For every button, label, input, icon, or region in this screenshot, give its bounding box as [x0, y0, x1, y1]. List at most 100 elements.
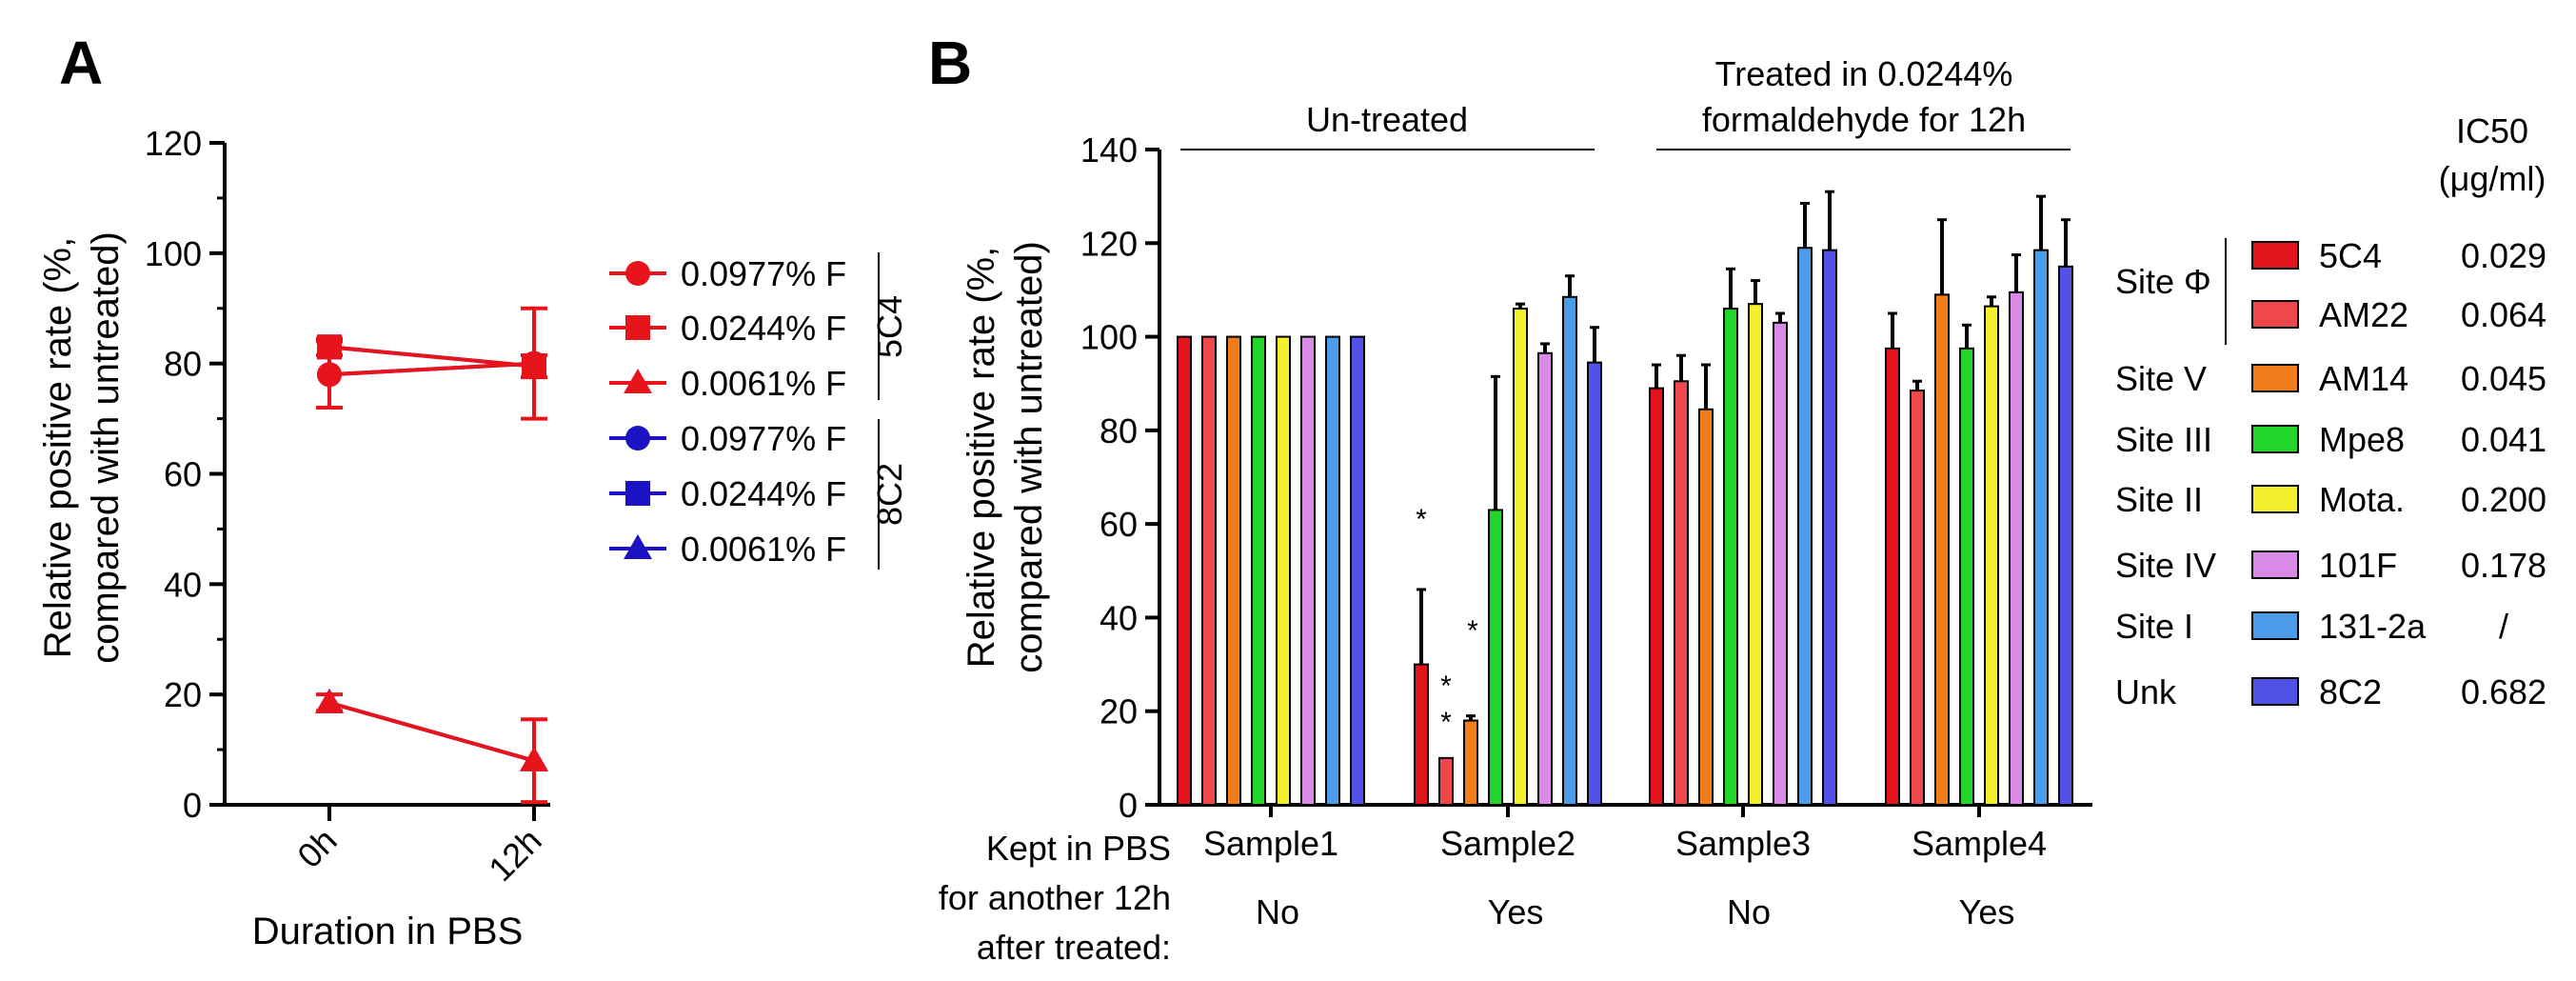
- legend-label-8c2-0-0977-f: 0.0977% F: [681, 419, 846, 458]
- panel-a-legend: 0.0977% F 0.0244% F 0.0061% F 0.0977% F 0.02…: [609, 252, 909, 570]
- y-tick-label-0: 0: [1119, 786, 1138, 825]
- legend-antibody-am14: AM14: [2319, 359, 2408, 398]
- panel-a-letter: A: [59, 29, 103, 97]
- bar-131-2a-sample2: [1562, 295, 1577, 806]
- legend-swatch-8c2: [2251, 677, 2299, 706]
- legend-marker-5c4-0-0061-f: [624, 369, 652, 394]
- panel-a-y-axis-title: Relative positive rate (%, compared with…: [37, 231, 127, 664]
- y-tick-label-100: 100: [1080, 318, 1138, 357]
- row-label: Kept in PBS for another 12h after treate…: [939, 829, 1171, 967]
- y-tick-label-20: 20: [1100, 692, 1138, 731]
- point-5c4-0-0977-f-0h: [317, 362, 342, 388]
- legend-ic50-131-2a: /: [2499, 607, 2508, 646]
- y-tick-label-80: 80: [164, 345, 202, 384]
- legend-ic50-5c4: 0.029: [2461, 236, 2546, 275]
- legend-ic50-mpe8: 0.041: [2461, 420, 2546, 459]
- panel-a-xlabel: Duration in PBS: [252, 911, 524, 952]
- bar-8c2-sample2: [1587, 361, 1602, 806]
- legend-antibody-5c4: 5C4: [2319, 236, 2382, 275]
- y-tick-label-120: 120: [1080, 224, 1138, 263]
- panel-b-x-ticks: Sample1 Sample2 Sample3 Sample4: [1203, 805, 2047, 863]
- bar-8c2-sample3: [1822, 249, 1837, 806]
- bar-5c4-sample3: [1649, 387, 1664, 806]
- group-label-8C2: 8C2: [870, 463, 909, 526]
- legend-marker-5c4-0-0977-f: [625, 261, 650, 286]
- x-tick-label-12h: 12h: [481, 821, 548, 889]
- bar-mpe8-sample2: [1488, 509, 1503, 807]
- x-tick-label-Sample3: Sample3: [1675, 824, 1811, 863]
- significance-mpe8-sample2: *: [1467, 615, 1478, 647]
- line-5c4-0-0244-f: [328, 345, 535, 369]
- panel-b-bars: * * * *: [1177, 190, 2073, 807]
- y-tick-label-20: 20: [164, 675, 202, 714]
- bar-5c4-sample2: [1414, 663, 1429, 806]
- series-mpe8: [1251, 267, 1974, 807]
- legend-label-8c2-0-0244-f: 0.0244% F: [681, 474, 846, 513]
- y-tick-label-100: 100: [145, 234, 202, 273]
- significance-am14-sample2: *: [1440, 671, 1452, 702]
- panel-a-x-ticks: 0h 12h: [289, 805, 549, 889]
- row-value-sample1: No: [1256, 892, 1299, 931]
- point-5c4-0-0061-f-0h: [315, 688, 344, 713]
- bar-131-2a-sample3: [1797, 247, 1813, 806]
- legend-antibody-8c2: 8C2: [2319, 672, 2382, 711]
- panel-a-plot-area: [315, 306, 548, 805]
- panel-b-ylabel-line2: compared with untreated): [1008, 241, 1050, 673]
- legend-ic50-am22: 0.064: [2461, 295, 2546, 334]
- bar-5c4-sample4: [1885, 347, 1900, 806]
- significance-5c4-sample2: *: [1416, 504, 1427, 535]
- series-5c4-0-0061-f: [315, 688, 548, 805]
- row-label-line2: for another 12h: [939, 878, 1171, 917]
- x-tick-label-0h: 0h: [289, 821, 344, 875]
- bracket-untreated-label: Un-treated: [1306, 100, 1468, 139]
- bar-8c2-sample1: [1350, 335, 1365, 806]
- panel-a-ylabel-line1: Relative positive rate (%,: [37, 237, 79, 658]
- bar-5c4-sample1: [1177, 335, 1192, 806]
- legend-ic50-mota: 0.200: [2461, 480, 2546, 519]
- series-mota: [1276, 279, 1999, 807]
- point-5c4-0-0977-f-12h: [522, 350, 546, 376]
- bar-mpe8-sample4: [1959, 347, 1974, 806]
- bar-101f-sample3: [1773, 321, 1788, 806]
- bar-101f-sample4: [2009, 290, 2024, 806]
- bar-am22-sample4: [1910, 390, 1925, 806]
- legend-site-131-2a: Site I: [2115, 607, 2193, 646]
- legend-antibody-mota: Mota.: [2319, 480, 2405, 519]
- panel-a: A Relative positive rate (%, compared wi…: [37, 29, 909, 952]
- legend-label-5c4-0-0977-f: 0.0977% F: [681, 254, 846, 293]
- series-131-2a: [1325, 194, 2049, 806]
- bar-101f-sample2: [1537, 351, 1553, 806]
- row-value-sample4: Yes: [1959, 892, 2015, 931]
- legend-antibody-am22: AM22: [2319, 295, 2408, 334]
- row-label-line3: after treated:: [977, 928, 1171, 967]
- legend-swatch-mpe8: [2251, 425, 2299, 453]
- legend-swatch-mota: [2251, 485, 2299, 513]
- row-value-sample3: No: [1727, 892, 1771, 931]
- bar-101f-sample1: [1300, 335, 1316, 806]
- panel-b: B Relative positive rate (%, compared wi…: [928, 29, 2546, 967]
- y-tick-label-60: 60: [1100, 505, 1138, 544]
- y-tick-label-40: 40: [1100, 598, 1138, 637]
- series-5c4-0-0977-f: [316, 306, 547, 421]
- legend-ic50-8c2: 0.682: [2461, 672, 2546, 711]
- panel-b-legend: IC50 (μg/ml) Site Φ 5C4 0.029 AM22 0.064 Site…: [2115, 111, 2546, 711]
- bar-am14-sample3: [1698, 408, 1714, 806]
- y-tick-label-60: 60: [164, 455, 202, 494]
- bracket-treated-label-line2: formaldehyde for 12h: [1702, 100, 2026, 139]
- row-label-line1: Kept in PBS: [986, 829, 1171, 868]
- legend-swatch-131-2a: [2251, 611, 2299, 640]
- bar-am22-sample2: [1438, 756, 1454, 806]
- x-tick-label-Sample4: Sample4: [1912, 824, 2047, 863]
- y-tick-label-120: 120: [145, 124, 202, 163]
- bracket-treated-label-line1: Treated in 0.0244%: [1715, 54, 2013, 93]
- series-5c4: [1177, 311, 1900, 806]
- legend-header-line1: IC50: [2456, 111, 2528, 150]
- bar-mota-sample3: [1748, 303, 1763, 806]
- legend-header-line2: (μg/ml): [2439, 159, 2546, 198]
- legend-swatch-5c4: [2251, 241, 2299, 270]
- bar-131-2a-sample4: [2033, 249, 2049, 806]
- line-5c4-0-0977-f: [328, 361, 535, 377]
- bar-mota-sample2: [1513, 308, 1528, 807]
- bar-131-2a-sample1: [1325, 335, 1340, 806]
- legend-site-mpe8: Site III: [2115, 420, 2212, 459]
